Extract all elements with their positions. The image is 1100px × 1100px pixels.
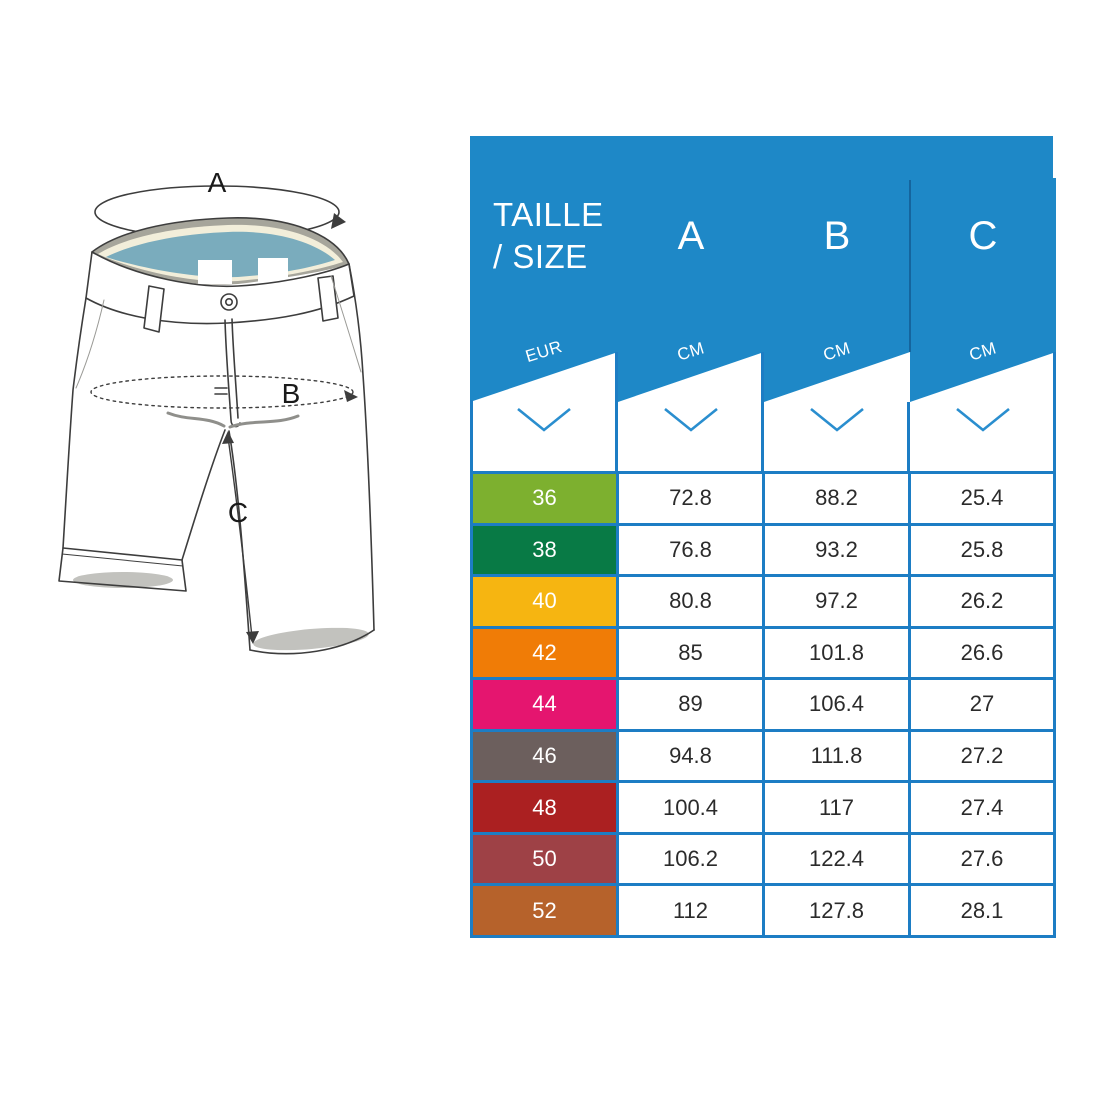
measurement-b-size-46: 111.8: [765, 731, 908, 781]
button: [220, 293, 238, 311]
inner-label-patch: [198, 260, 232, 284]
measurement-c-size-44: 27: [911, 680, 1053, 729]
inseam-line: [227, 436, 253, 638]
inseam-arrowhead-icon: [246, 631, 259, 644]
measurement-c-size-52: 28.1: [911, 886, 1053, 935]
measurement-b-size-36: 88.2: [765, 474, 908, 523]
measurement-b-size-38: 93.2: [765, 525, 908, 575]
belt-loop: [317, 275, 339, 322]
measurement-a-size-48: 100.4: [619, 783, 762, 832]
size-cell-44: 44: [473, 680, 616, 729]
right-hem-shading: [253, 627, 369, 651]
size-cell-42: 42: [473, 628, 616, 678]
measurement-c-size-48: 27.4: [911, 783, 1053, 832]
size-cell-48: 48: [473, 783, 616, 832]
column-header-a: A: [677, 214, 705, 258]
inseam-arrowhead-icon: [222, 431, 234, 444]
left-outer-seam: [62, 297, 87, 549]
size-cell-40: 40: [473, 577, 616, 626]
measurement-b-size-48: 117: [765, 783, 908, 832]
measurement-a-size-46: 94.8: [619, 731, 762, 781]
size-cell-46: 46: [473, 731, 616, 781]
diagram-label-a: A: [208, 167, 227, 198]
left-cuff-fold: [61, 553, 184, 567]
fly-seam: [231, 318, 239, 419]
unit-dropdown-a-chevron-icon[interactable]: [662, 406, 720, 434]
unit-dropdown-c-chevron-icon[interactable]: [954, 406, 1012, 434]
column-separator: [761, 352, 764, 471]
size-table-rows: 36 72.8 88.2 25.4 38 76.8 93.2 25.8 40 80.8 97.2 26…: [470, 471, 1056, 938]
drawstring: [228, 414, 300, 429]
size-cell-36: 36: [473, 474, 616, 523]
button-center: [225, 298, 234, 307]
hip-arrowhead-icon: [344, 390, 358, 402]
diagram-label-c: C: [228, 497, 248, 528]
size-cell-38: 38: [473, 525, 616, 575]
measurement-a-size-40: 80.8: [619, 577, 762, 626]
shorts-measurement-diagram: A: [58, 167, 375, 655]
measurement-a-size-50: 106.2: [619, 834, 762, 884]
column-separator: [615, 352, 618, 471]
header-top-band: [910, 136, 1053, 180]
table-title-line2: / SIZE: [493, 238, 588, 275]
column-header-b: B: [823, 214, 851, 258]
header-a-column: [618, 136, 764, 402]
header-size-column: [470, 136, 618, 402]
measurement-c-size-38: 25.8: [911, 525, 1053, 575]
measurement-c-size-42: 26.6: [911, 628, 1053, 678]
right-hem: [249, 629, 375, 655]
measurement-a-size-52: 112: [619, 886, 762, 935]
belt-loop: [143, 285, 165, 333]
left-inner-seam: [181, 429, 226, 561]
column-separator: [907, 402, 910, 471]
diagram-label-b: B: [282, 378, 301, 409]
measurement-b-size-44: 106.4: [765, 680, 908, 729]
unit-dropdown-b-chevron-icon[interactable]: [808, 406, 866, 434]
measurement-c-size-40: 26.2: [911, 577, 1053, 626]
c-column-divider: [909, 180, 911, 352]
table-border-right: [1053, 352, 1056, 471]
table-title: TAILLE / SIZE: [493, 194, 604, 278]
measurement-c-size-46: 27.2: [911, 731, 1053, 781]
measurement-a-size-36: 72.8: [619, 474, 762, 523]
measurement-b-size-52: 127.8: [765, 886, 908, 935]
pocket-seam: [330, 275, 362, 373]
back-rim-outline: [91, 217, 350, 265]
pocket-seam: [75, 299, 105, 389]
measurement-b-size-42: 101.8: [765, 628, 908, 678]
left-cuff: [58, 547, 187, 592]
measurement-a-size-42: 85: [619, 628, 762, 678]
column-header-c: C: [968, 214, 998, 258]
drawstring: [166, 411, 226, 428]
inner-label-patch: [258, 258, 288, 282]
header-c-column: [910, 178, 1056, 402]
size-cell-52: 52: [473, 886, 616, 935]
measurement-a-size-38: 76.8: [619, 525, 762, 575]
measurement-c-size-36: 25.4: [911, 474, 1053, 523]
table-title-line1: TAILLE: [493, 196, 604, 233]
right-outer-seam: [348, 263, 375, 631]
measurement-b-size-40: 97.2: [765, 577, 908, 626]
unit-dropdown-size-chevron-icon[interactable]: [515, 406, 573, 434]
table-border-left: [470, 400, 473, 471]
hip-circumference-ellipse: [90, 375, 354, 409]
measurement-a-size-44: 89: [619, 680, 762, 729]
waist-arrowhead-icon: [331, 213, 346, 229]
size-cell-50: 50: [473, 834, 616, 884]
measurement-b-size-50: 122.4: [765, 834, 908, 884]
measurement-c-size-50: 27.6: [911, 834, 1053, 884]
header-b-column: [764, 136, 910, 402]
equals-mark: [214, 387, 228, 395]
